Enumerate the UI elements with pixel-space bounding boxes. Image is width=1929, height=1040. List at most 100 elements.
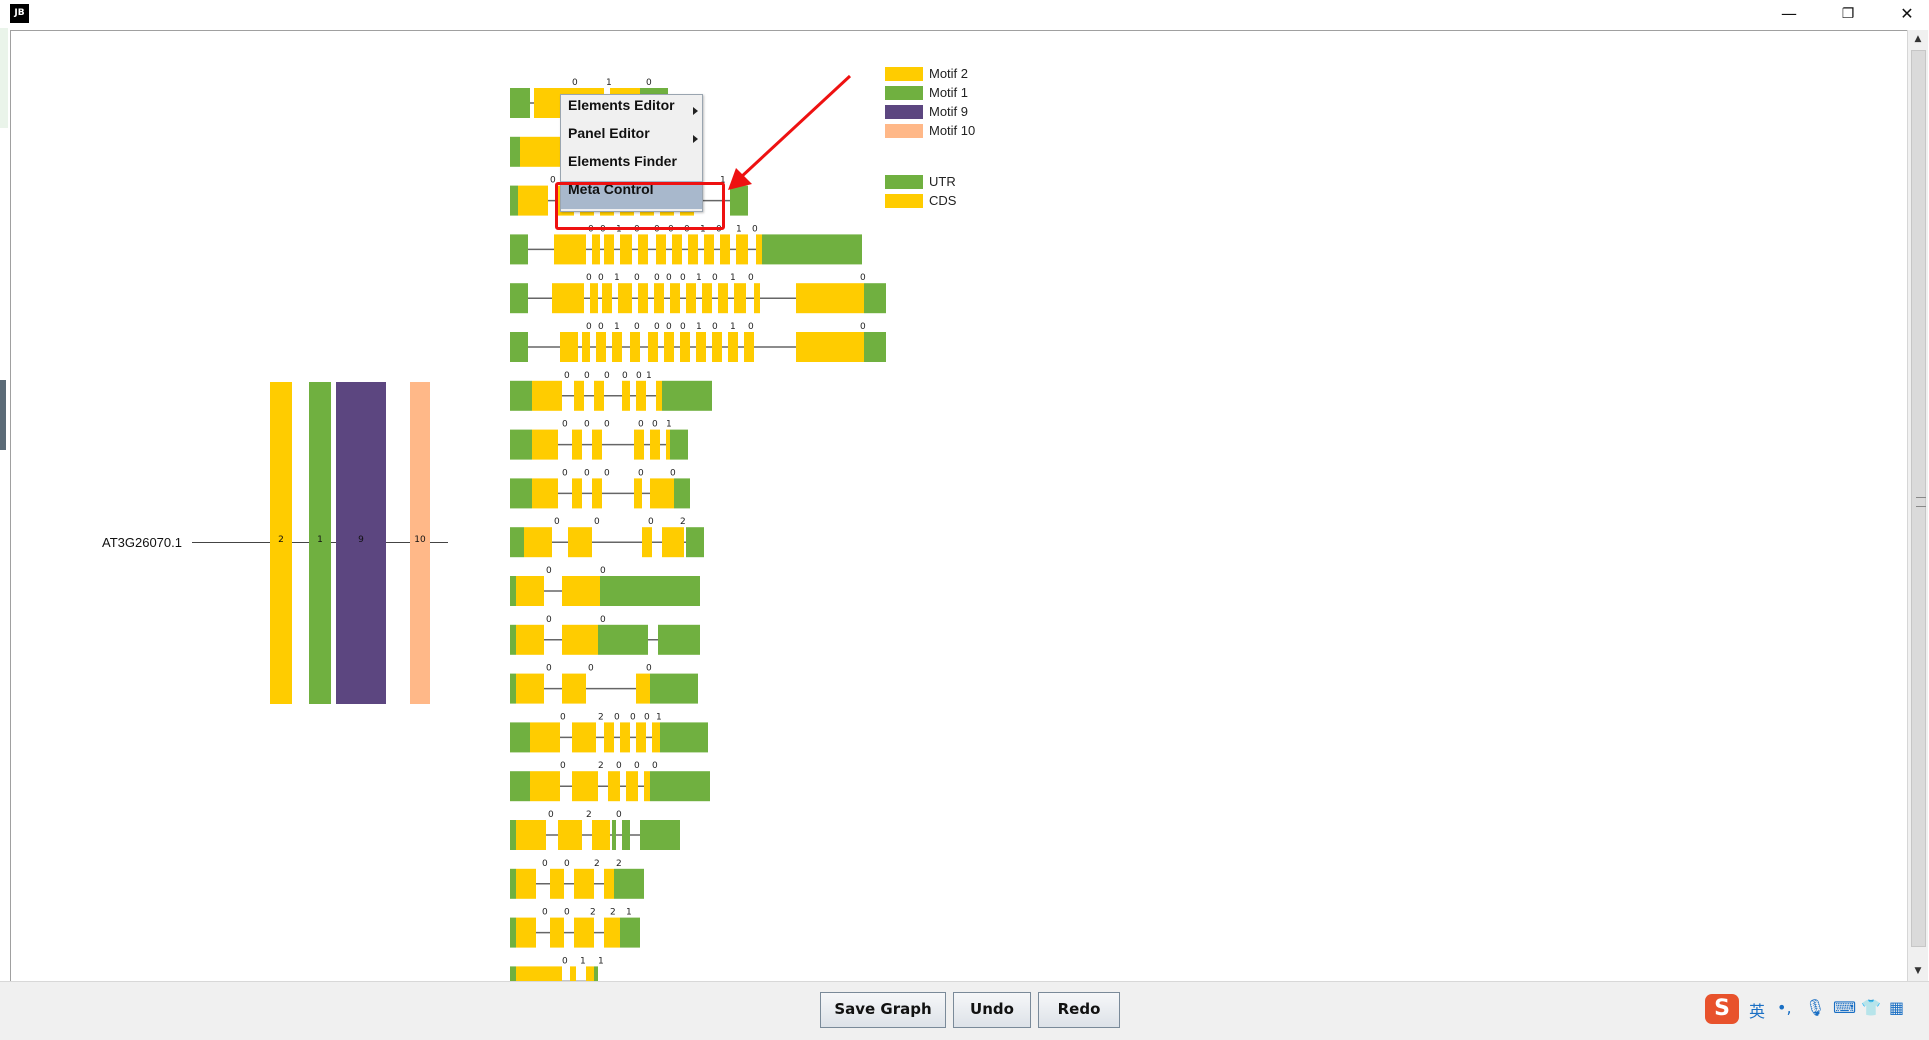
utr-block xyxy=(864,332,886,362)
phase-label: 0 xyxy=(752,224,758,234)
gene-label[interactable]: AT3G26070.1 xyxy=(102,535,182,550)
gene-structure-row[interactable]: 0 0 0 0 0 xyxy=(510,468,690,509)
gene-structure-row[interactable]: 0 2 0 xyxy=(510,810,680,850)
cds-block xyxy=(636,673,650,704)
phase-label: 0 xyxy=(546,664,552,674)
legend-item: CDS xyxy=(885,193,1045,209)
legend-item: Motif 1 xyxy=(885,85,1045,101)
phase-label: 0 xyxy=(584,420,590,430)
utr-block xyxy=(622,820,630,850)
cds-block xyxy=(602,283,612,314)
utr-block xyxy=(686,527,704,558)
cds-block xyxy=(686,283,696,314)
cds-block xyxy=(550,868,564,899)
gene-structure-row[interactable]: 0 0 0 xyxy=(510,664,698,704)
cds-block xyxy=(572,429,582,460)
microphone-icon[interactable]: 🎙 xyxy=(1805,998,1826,1017)
phase-label: 0 xyxy=(542,908,548,918)
menu-item-elements-finder[interactable]: Elements Finder xyxy=(561,153,702,181)
skin-icon[interactable]: 👕 xyxy=(1861,998,1881,1017)
utr-block xyxy=(660,722,708,753)
ime-logo-icon[interactable]: S xyxy=(1705,994,1739,1024)
phase-label: 0 xyxy=(646,664,652,674)
motif-block[interactable]: 9 xyxy=(336,382,386,704)
vertical-scrollbar[interactable]: ▲ ▼ xyxy=(1907,30,1928,981)
phase-label: 0 xyxy=(616,810,622,820)
phase-label: 2 xyxy=(594,859,600,869)
menu-item-elements-editor[interactable]: Elements Editor xyxy=(561,97,702,125)
keyboard-icon[interactable]: ⌨ xyxy=(1833,998,1857,1017)
phase-label: 0 xyxy=(622,371,628,381)
restore-button[interactable]: ❐ xyxy=(1841,6,1855,22)
phase-label: 1 xyxy=(696,322,702,332)
cds-block xyxy=(634,478,642,509)
scroll-thumb[interactable] xyxy=(1911,50,1926,947)
submenu-arrow-icon xyxy=(693,135,698,143)
utr-block xyxy=(510,527,524,558)
menu-item-meta-control[interactable]: Meta Control xyxy=(561,181,702,209)
phase-label: 0 xyxy=(560,712,566,722)
menu-item-panel-editor[interactable]: Panel Editor xyxy=(561,125,702,153)
cds-block xyxy=(516,576,544,606)
utr-block xyxy=(730,185,748,216)
cds-block xyxy=(604,917,614,948)
legend-label: UTR xyxy=(929,174,956,189)
scroll-down-icon[interactable]: ▼ xyxy=(1914,966,1922,976)
cds-block xyxy=(648,332,658,362)
cds-block xyxy=(612,332,622,362)
cds-block xyxy=(650,429,660,460)
phase-label: 0 xyxy=(548,810,554,820)
save-graph-button[interactable]: Save Graph xyxy=(820,992,946,1028)
utr-block xyxy=(670,429,688,460)
toolbox-icon[interactable]: ▦ xyxy=(1889,998,1905,1017)
phase-label: 0 xyxy=(616,761,622,771)
phase-label: 0 xyxy=(562,420,568,430)
cds-block xyxy=(712,332,722,362)
utr-block xyxy=(864,283,886,314)
phase-label: 0 xyxy=(654,322,660,332)
bottom-toolbar: Save Graph Undo Redo S 英 •, 🎙 ⌨ 👕 ▦ xyxy=(0,981,1929,1040)
ime-language-toggle[interactable]: 英 xyxy=(1749,1002,1766,1021)
phase-label: 0 xyxy=(564,908,570,918)
gene-structure-row[interactable] xyxy=(510,136,560,167)
gene-structure-row[interactable]: 0 0 2 2 xyxy=(510,859,644,899)
annotation-highlight-box xyxy=(555,182,725,230)
phase-label: 2 xyxy=(590,908,596,918)
cds-block xyxy=(630,332,640,362)
punctuation-icon[interactable]: •, xyxy=(1777,998,1792,1017)
gene-structure-row[interactable]: 0 2 0 0 0 xyxy=(510,761,710,802)
cds-block xyxy=(592,478,602,509)
motif-block[interactable]: 10 xyxy=(410,382,430,704)
motif-block[interactable]: 2 xyxy=(270,382,292,704)
cds-block xyxy=(696,332,706,362)
cds-block xyxy=(530,722,560,753)
cds-block xyxy=(562,576,600,606)
legend-item: Motif 9 xyxy=(885,104,1045,120)
phase-label: 0 xyxy=(598,273,604,283)
motif-block[interactable]: 1 xyxy=(309,382,331,704)
utr-block xyxy=(510,185,518,216)
redo-button[interactable]: Redo xyxy=(1038,992,1120,1028)
scroll-up-icon[interactable]: ▲ xyxy=(1914,34,1922,44)
undo-button[interactable]: Undo xyxy=(953,992,1031,1028)
phase-label: 0 xyxy=(638,468,644,478)
minimize-button[interactable]: — xyxy=(1781,4,1797,23)
cds-block xyxy=(572,722,596,753)
gene-structure-row[interactable]: 0 1 1 xyxy=(510,956,604,981)
phase-label: 1 xyxy=(580,956,586,966)
phase-label: 2 xyxy=(598,712,604,722)
close-button[interactable]: ✕ xyxy=(1900,4,1914,23)
gene-structure-row[interactable]: 0 0 0 2 xyxy=(510,517,704,558)
cds-block xyxy=(642,527,652,558)
left-edge-handle[interactable] xyxy=(0,380,6,450)
menu-item-label: Meta Control xyxy=(568,181,654,197)
